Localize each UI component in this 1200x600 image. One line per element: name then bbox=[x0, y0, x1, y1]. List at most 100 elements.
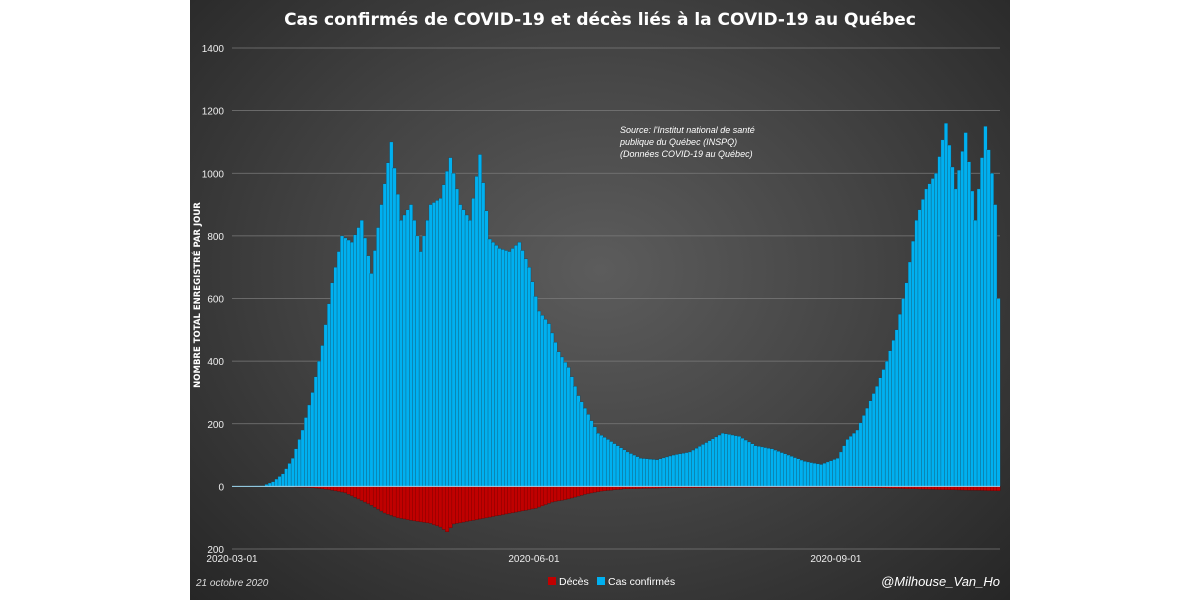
case-bar bbox=[340, 235, 345, 487]
y-tick-label: 0 bbox=[218, 482, 224, 493]
death-bar bbox=[359, 486, 364, 501]
death-bar bbox=[963, 486, 968, 491]
death-bar bbox=[468, 486, 473, 521]
death-bar bbox=[596, 486, 601, 492]
death-bar bbox=[399, 486, 404, 519]
death-bar bbox=[970, 486, 975, 491]
case-bar bbox=[514, 245, 519, 487]
case-bar bbox=[921, 199, 925, 487]
case-bar bbox=[605, 439, 610, 487]
death-bar bbox=[376, 486, 381, 510]
case-bar bbox=[294, 448, 299, 487]
death-bar bbox=[550, 486, 555, 503]
death-bar bbox=[491, 486, 496, 517]
death-bar bbox=[973, 486, 978, 491]
death-bar bbox=[448, 486, 453, 529]
case-bar bbox=[717, 434, 722, 487]
case-bar bbox=[556, 351, 561, 487]
case-bar bbox=[622, 449, 627, 487]
death-bar bbox=[530, 486, 535, 510]
death-bar bbox=[990, 486, 994, 491]
case-bar bbox=[678, 453, 683, 487]
case-bar bbox=[944, 122, 948, 487]
case-bar bbox=[743, 439, 748, 487]
legend-label: Cas confirmés bbox=[608, 576, 675, 588]
case-bar bbox=[402, 214, 407, 487]
case-bar bbox=[953, 188, 958, 487]
case-bar bbox=[884, 360, 889, 487]
case-bar bbox=[619, 447, 624, 487]
case-bar bbox=[976, 188, 981, 487]
death-bar bbox=[537, 486, 541, 508]
case-bar bbox=[412, 220, 417, 487]
case-bar bbox=[359, 220, 364, 487]
death-bar bbox=[573, 486, 578, 498]
case-bar bbox=[681, 453, 686, 487]
case-bar bbox=[671, 454, 676, 487]
case-bar bbox=[573, 385, 578, 487]
case-bar bbox=[697, 446, 702, 487]
case-bar bbox=[491, 241, 496, 487]
case-bar bbox=[868, 400, 873, 487]
case-bar bbox=[911, 240, 916, 487]
case-bar bbox=[773, 449, 778, 487]
case-bar bbox=[688, 451, 692, 487]
y-tick-label: 800 bbox=[207, 232, 224, 243]
case-bar bbox=[550, 332, 555, 487]
case-bar bbox=[806, 461, 811, 487]
case-bar bbox=[540, 315, 545, 487]
case-bar bbox=[471, 198, 476, 487]
death-bar bbox=[556, 486, 561, 501]
death-bar bbox=[366, 486, 371, 504]
case-bar bbox=[845, 439, 850, 487]
death-bar bbox=[523, 486, 528, 511]
case-bar bbox=[970, 190, 975, 487]
case-bar bbox=[766, 447, 771, 487]
case-bar bbox=[934, 173, 939, 487]
death-bar bbox=[478, 486, 482, 520]
case-bar bbox=[343, 237, 348, 487]
case-bar bbox=[307, 404, 312, 487]
case-bar bbox=[317, 360, 322, 487]
case-bar bbox=[422, 235, 427, 487]
case-bar bbox=[369, 273, 374, 487]
death-bar bbox=[461, 486, 466, 523]
case-bar bbox=[720, 432, 725, 487]
case-bar bbox=[779, 452, 784, 487]
case-bar bbox=[455, 188, 459, 487]
case-bar bbox=[937, 156, 942, 487]
case-bar bbox=[290, 458, 295, 487]
case-bar bbox=[816, 463, 820, 487]
case-bar bbox=[267, 482, 272, 487]
case-bar bbox=[336, 251, 341, 487]
case-bar bbox=[888, 350, 893, 487]
case-bar bbox=[917, 209, 922, 487]
death-bar bbox=[346, 486, 351, 495]
x-tick-label: 2020-03-01 bbox=[206, 554, 258, 565]
case-bar bbox=[405, 209, 410, 487]
case-bar bbox=[724, 433, 729, 487]
case-bar bbox=[418, 251, 423, 487]
death-bar bbox=[543, 486, 548, 505]
case-bar bbox=[901, 298, 906, 487]
legend-label: Décès bbox=[559, 576, 589, 588]
case-bar bbox=[655, 459, 660, 487]
death-bar bbox=[553, 486, 558, 502]
case-bar bbox=[983, 126, 988, 487]
case-bar bbox=[527, 267, 532, 487]
death-bar bbox=[422, 486, 427, 523]
case-bar bbox=[569, 376, 574, 487]
death-bar bbox=[409, 486, 413, 521]
case-bar bbox=[468, 220, 473, 487]
case-bar bbox=[891, 340, 896, 487]
death-bar bbox=[350, 486, 354, 496]
death-bar bbox=[507, 486, 512, 514]
case-bar bbox=[730, 434, 735, 487]
death-bar bbox=[471, 486, 476, 521]
case-bar bbox=[504, 250, 509, 487]
case-bar bbox=[986, 149, 991, 487]
death-bar bbox=[340, 486, 345, 493]
case-bar bbox=[284, 468, 289, 487]
case-bar bbox=[389, 141, 394, 487]
